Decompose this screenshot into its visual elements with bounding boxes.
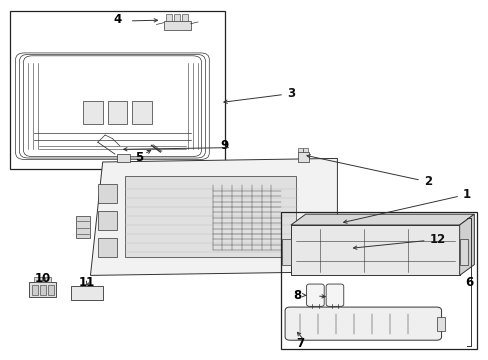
- Bar: [282, 239, 290, 265]
- Bar: [117, 154, 129, 162]
- Bar: [98, 211, 117, 230]
- Text: 10: 10: [35, 273, 51, 285]
- Bar: [182, 14, 187, 21]
- Bar: [174, 14, 180, 21]
- Text: 12: 12: [353, 233, 445, 249]
- Bar: [34, 277, 51, 282]
- Text: 11: 11: [79, 276, 95, 289]
- Bar: [29, 282, 56, 297]
- Bar: [10, 11, 224, 169]
- FancyBboxPatch shape: [325, 284, 343, 306]
- Bar: [124, 176, 295, 257]
- Bar: [290, 225, 459, 275]
- Bar: [298, 152, 308, 162]
- Text: 7: 7: [296, 337, 304, 350]
- Text: 3: 3: [224, 87, 294, 103]
- Bar: [163, 21, 190, 30]
- Bar: [337, 216, 351, 238]
- Polygon shape: [459, 214, 473, 275]
- Bar: [436, 317, 445, 331]
- Text: 5: 5: [135, 151, 143, 164]
- Bar: [83, 101, 102, 124]
- Text: 6: 6: [465, 276, 473, 289]
- Text: 2: 2: [306, 155, 431, 188]
- Ellipse shape: [74, 291, 78, 295]
- FancyBboxPatch shape: [285, 307, 441, 340]
- Ellipse shape: [96, 291, 100, 295]
- Bar: [98, 238, 117, 257]
- Bar: [40, 285, 46, 295]
- Text: 8: 8: [293, 289, 301, 302]
- Polygon shape: [90, 158, 337, 275]
- Bar: [298, 148, 302, 152]
- Ellipse shape: [81, 291, 85, 295]
- Bar: [48, 285, 54, 295]
- Bar: [281, 212, 476, 349]
- Bar: [107, 101, 127, 124]
- Bar: [459, 239, 468, 265]
- Bar: [303, 148, 307, 152]
- Bar: [132, 101, 151, 124]
- Ellipse shape: [88, 291, 92, 295]
- Bar: [98, 184, 117, 203]
- Bar: [76, 216, 90, 238]
- Bar: [71, 286, 102, 300]
- Text: 1: 1: [343, 188, 470, 223]
- Text: 4: 4: [113, 13, 121, 26]
- Polygon shape: [290, 214, 473, 225]
- Bar: [32, 285, 38, 295]
- Bar: [166, 14, 172, 21]
- FancyBboxPatch shape: [306, 284, 324, 306]
- Text: 9: 9: [221, 139, 228, 152]
